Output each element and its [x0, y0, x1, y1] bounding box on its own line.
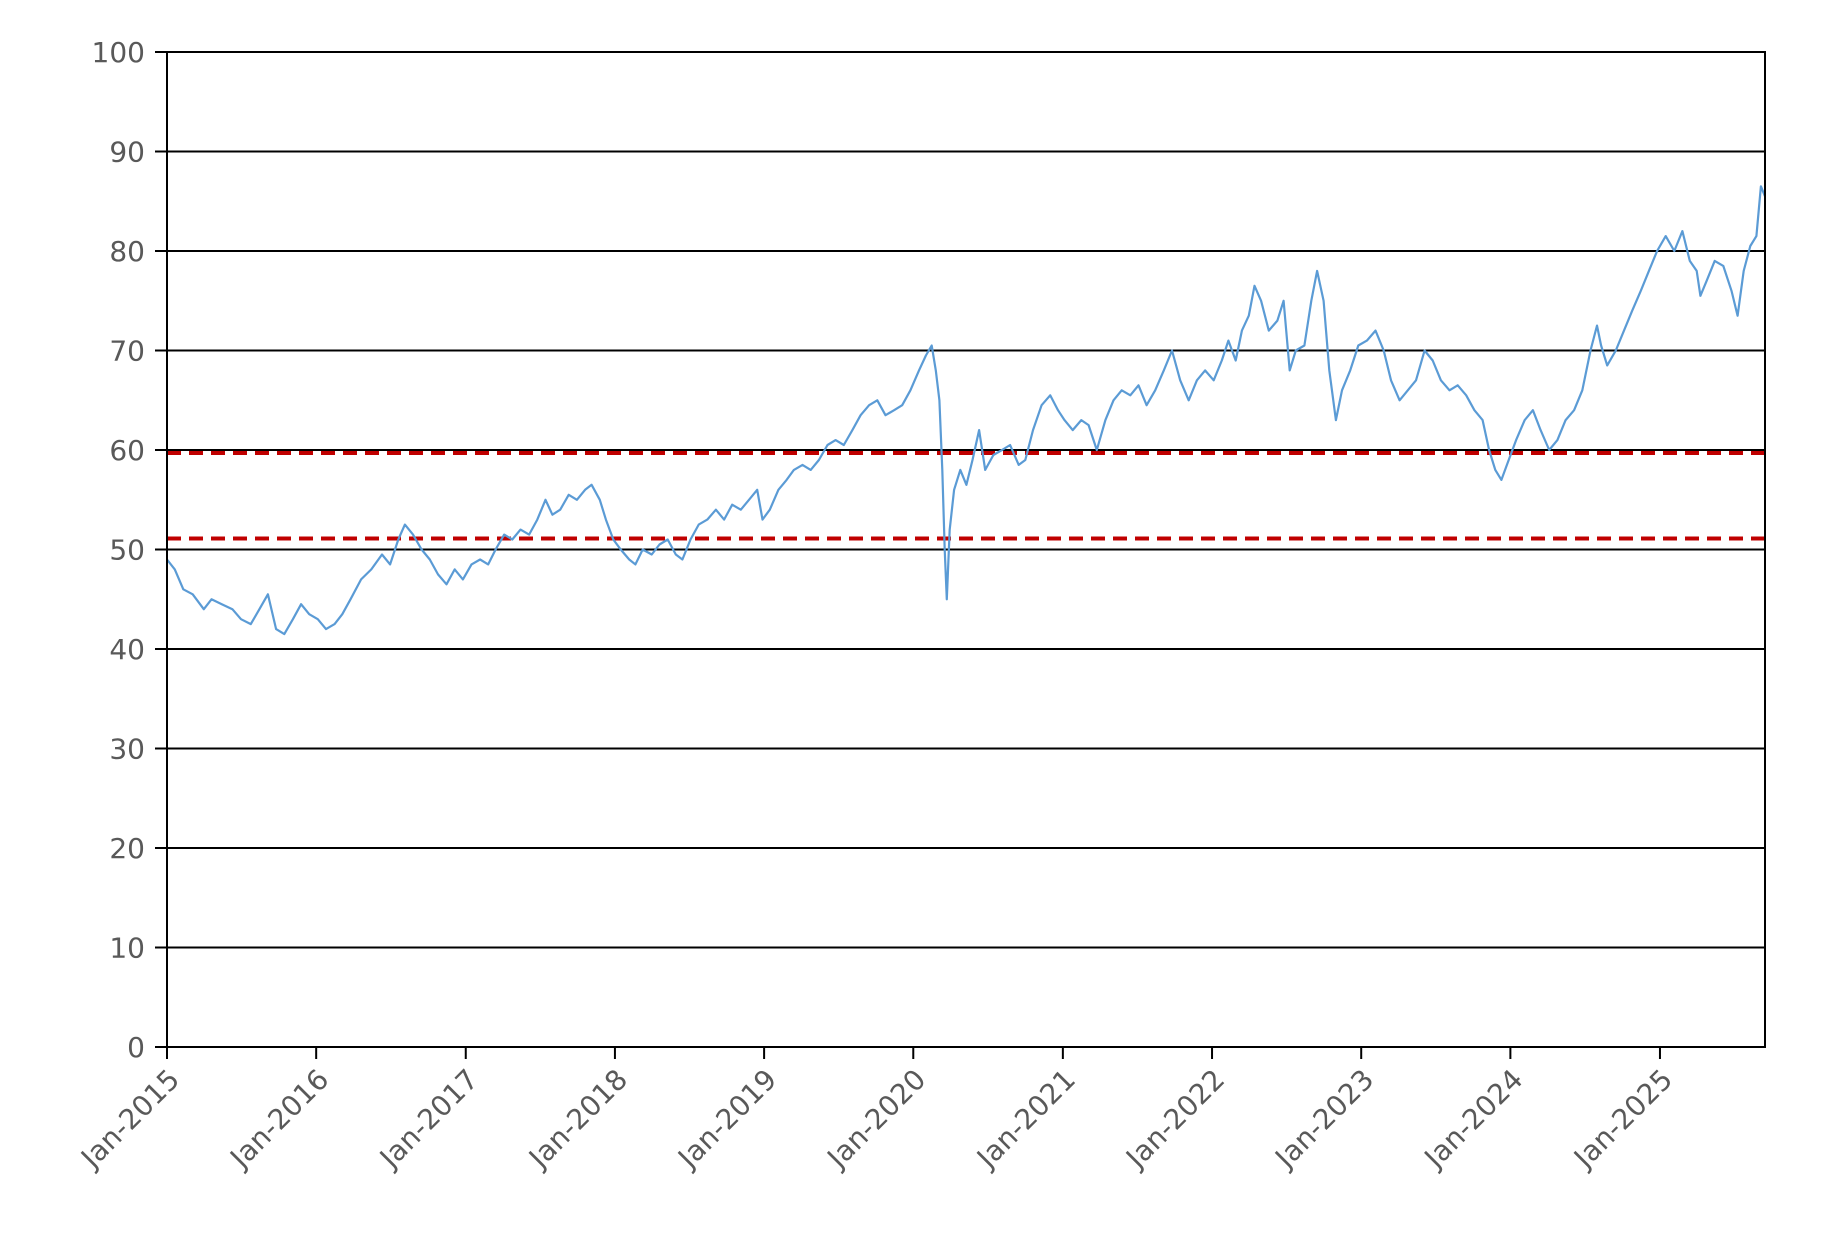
reference-lines — [167, 450, 1765, 541]
x-tick-label: Jan-2022 — [1118, 1063, 1231, 1176]
x-tick-label: Jan-2017 — [372, 1063, 485, 1176]
series-group — [166, 185, 1767, 636]
gridlines — [167, 51, 1765, 949]
y-tick-label: 10 — [109, 932, 145, 965]
x-tick-label: Jan-2021 — [969, 1063, 1082, 1176]
x-tick-label: Jan-2025 — [1566, 1063, 1679, 1176]
y-tick-label: 20 — [109, 832, 145, 865]
y-tick-label: 40 — [109, 633, 145, 666]
y-tick-label: 90 — [109, 136, 145, 169]
y-tick-label: 60 — [109, 434, 145, 467]
x-tick-label: Jan-2016 — [222, 1063, 335, 1176]
y-tick-label: 30 — [109, 733, 145, 766]
series-line-1 — [166, 185, 1767, 636]
x-tick-label: Jan-2024 — [1417, 1063, 1530, 1176]
y-tick-label: 100 — [92, 36, 145, 69]
x-axis-ticks: Jan-2015 Jan-2016 Jan-2017 Jan-2018 Jan-2019… — [73, 1047, 1679, 1176]
y-tick-label: 0 — [127, 1031, 145, 1064]
y-tick-label: 70 — [109, 335, 145, 368]
x-tick-label: Jan-2015 — [73, 1063, 186, 1176]
y-axis-ticks: 0 10 20 30 40 50 60 70 80 90 100 — [92, 36, 167, 1064]
x-tick-label: Jan-2019 — [670, 1063, 783, 1176]
x-tick-label: Jan-2020 — [820, 1063, 933, 1176]
x-tick-label: Jan-2023 — [1267, 1063, 1380, 1176]
x-tick-label: Jan-2018 — [521, 1063, 634, 1176]
y-tick-label: 80 — [109, 235, 145, 268]
y-tick-label: 50 — [109, 534, 145, 567]
